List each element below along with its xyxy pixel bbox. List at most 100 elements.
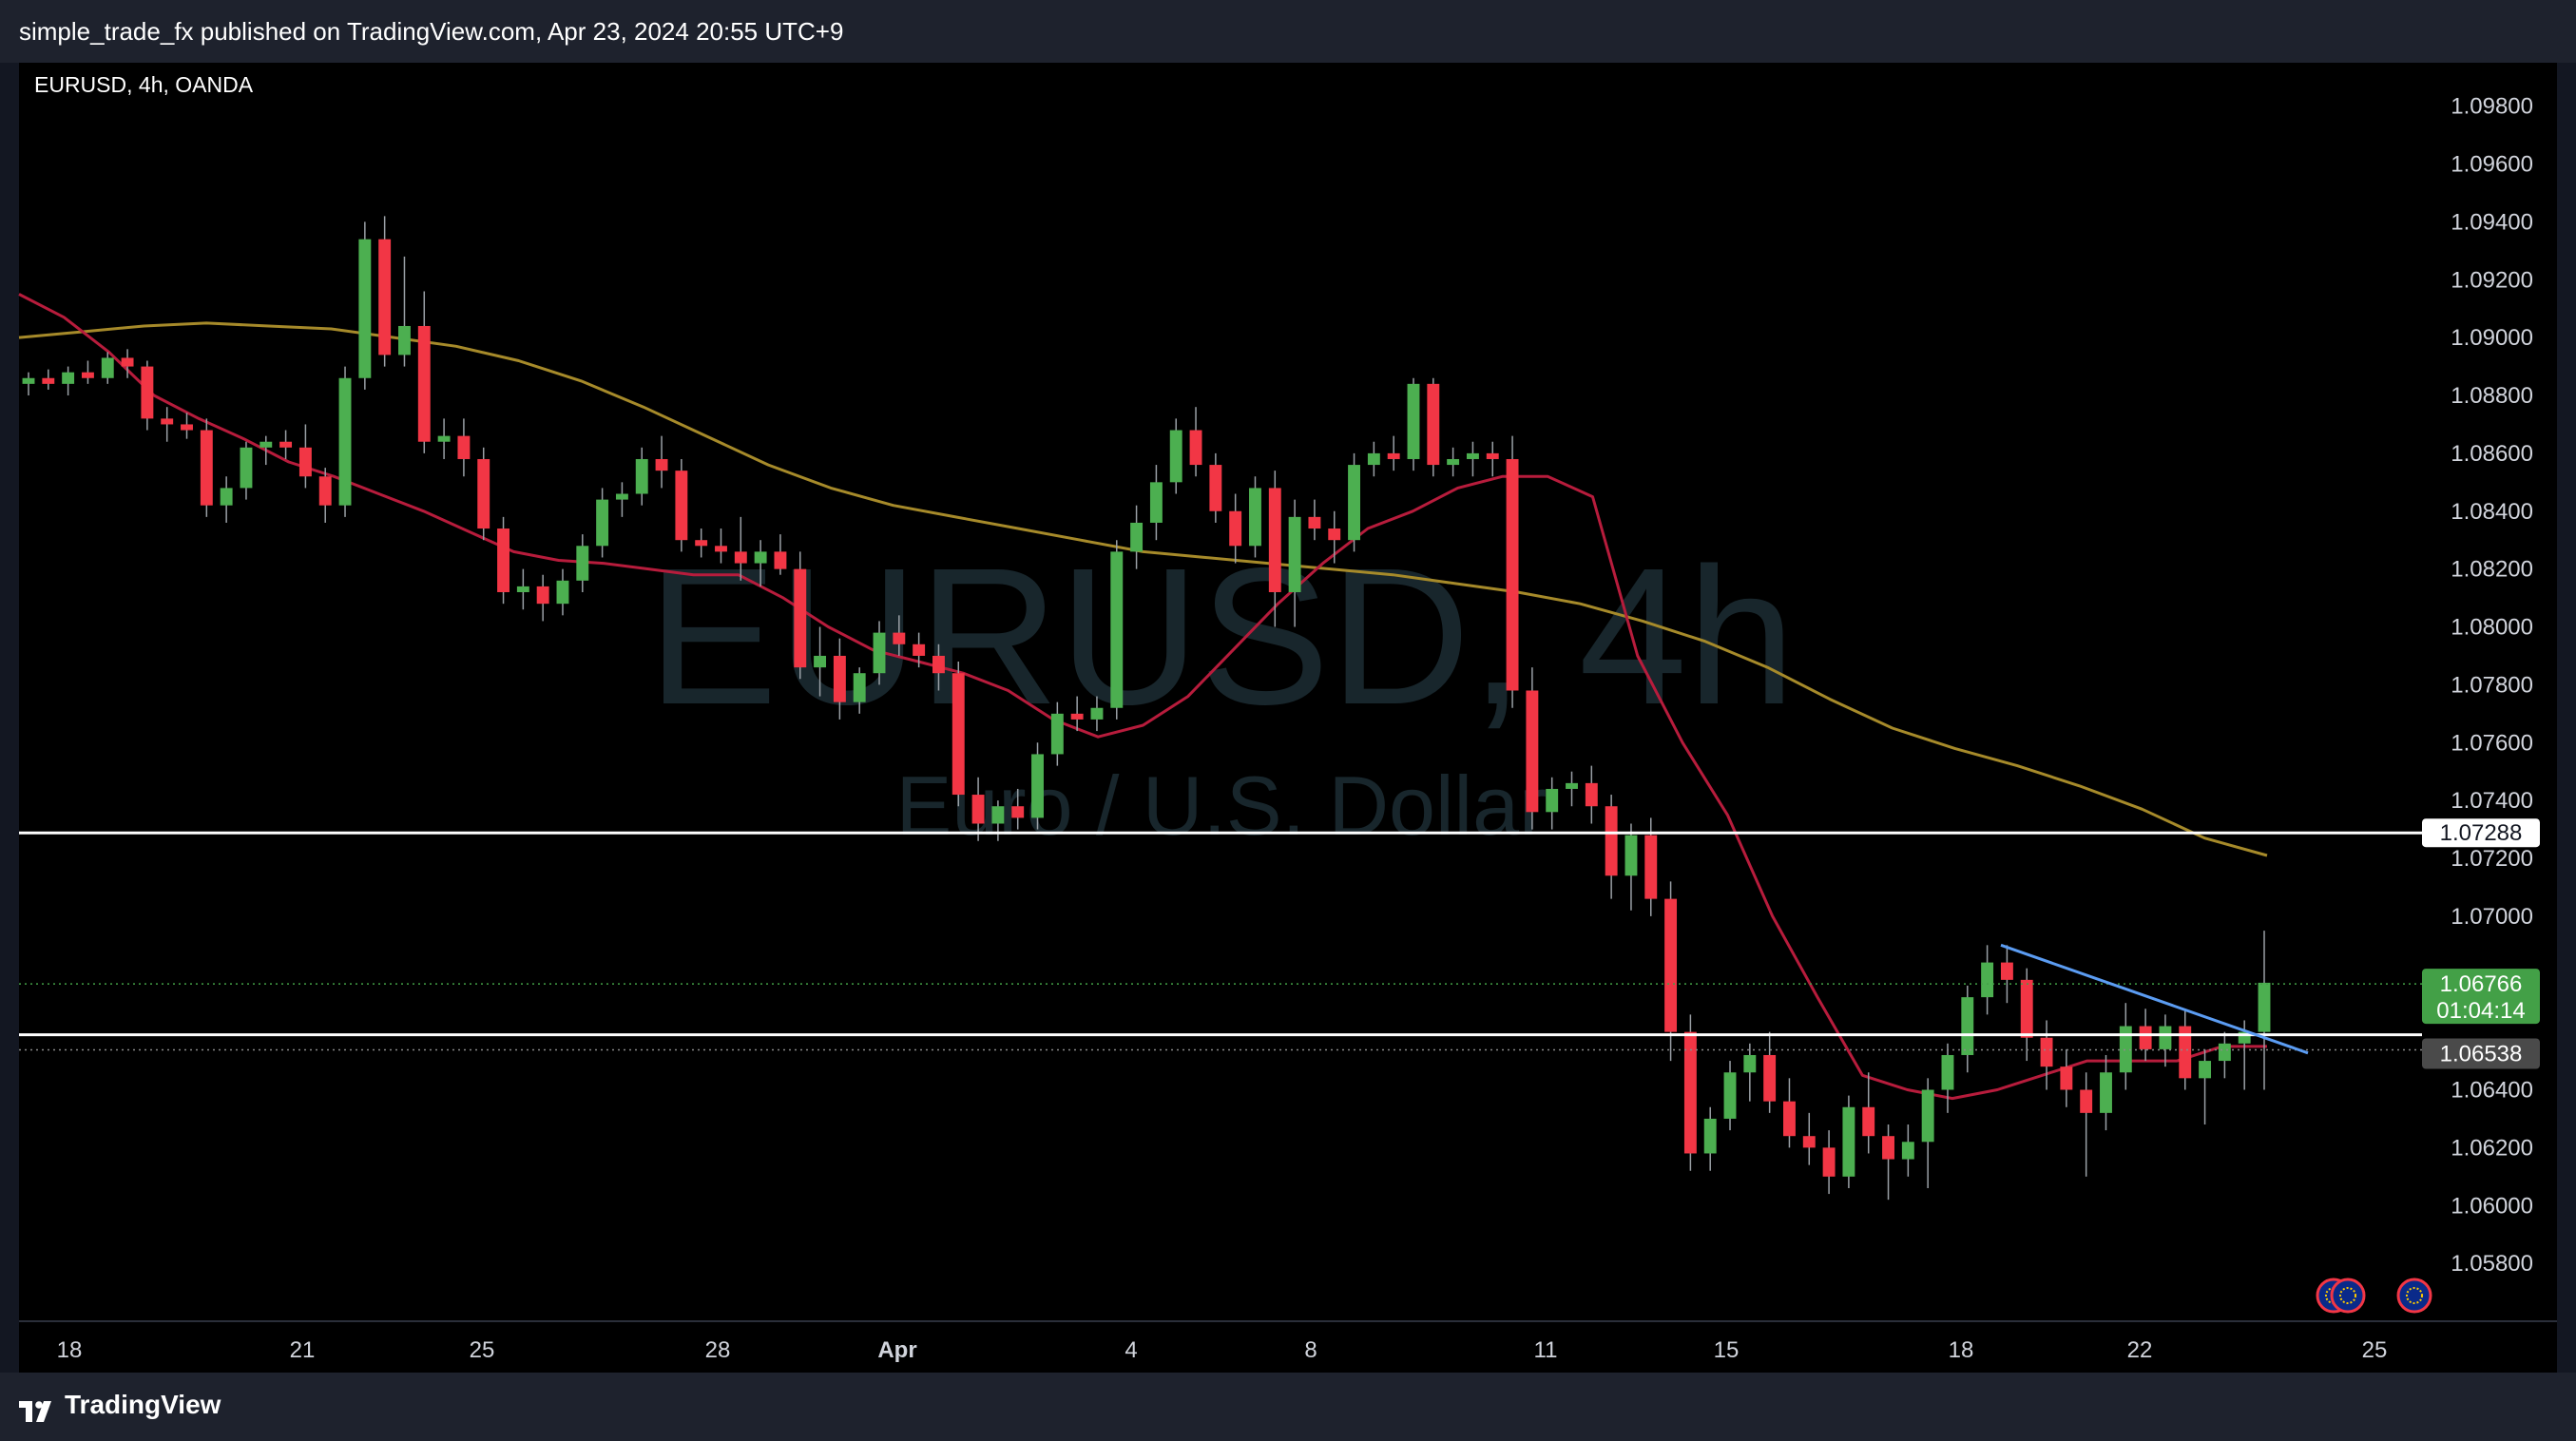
- candle-body: [1328, 528, 1341, 541]
- candle-body: [1447, 458, 1460, 466]
- candle-body: [2258, 982, 2271, 1032]
- candle-body: [893, 632, 906, 644]
- candle-body: [1605, 806, 1618, 876]
- candle-body: [1090, 707, 1104, 720]
- candle-body: [1703, 1118, 1717, 1154]
- price-axis-label: 1.08400: [2451, 499, 2533, 525]
- candle-body: [1683, 1031, 1697, 1154]
- candle-body: [240, 447, 253, 489]
- candle-body: [1506, 458, 1519, 691]
- candle-body: [62, 372, 75, 384]
- price-axis-label: 1.05800: [2451, 1251, 2533, 1277]
- time-axis-label: 25: [470, 1337, 495, 1363]
- current-price-badge-text: 1.06766: [2440, 971, 2523, 997]
- trendline[interactable]: [2000, 943, 2309, 1055]
- candle-body: [1229, 510, 1242, 547]
- candle-body: [22, 377, 35, 384]
- fast-moving-average-line: [18, 293, 2267, 1101]
- candle-body: [437, 435, 451, 442]
- candle-body: [1011, 806, 1025, 818]
- candle-body: [1189, 430, 1202, 466]
- candle-body: [1348, 465, 1361, 541]
- candle-body: [615, 493, 628, 500]
- candle-body: [2040, 1037, 2053, 1067]
- candle-body: [1566, 782, 1578, 789]
- candle-body: [576, 546, 589, 581]
- slow-moving-average-line: [18, 321, 2268, 857]
- candle-body: [1288, 516, 1301, 592]
- candle-body: [814, 655, 827, 668]
- candle-body: [913, 644, 926, 656]
- publish-info: simple_trade_fx published on TradingView…: [19, 17, 844, 46]
- candle-body: [952, 673, 965, 796]
- candle-body: [378, 239, 392, 355]
- price-axis-label: 1.09000: [2451, 325, 2533, 351]
- price-axis-label: 1.08800: [2451, 383, 2533, 409]
- current-price-badge-text: 01:04:14: [2436, 998, 2525, 1024]
- candle-body: [1981, 962, 1994, 998]
- price-axis-label: 1.07000: [2451, 904, 2533, 930]
- candle-body: [596, 499, 609, 547]
- tradingview-logo-icon: [19, 1401, 51, 1422]
- time-axis-label: 15: [1714, 1337, 1740, 1363]
- candle-body: [1862, 1106, 1875, 1137]
- footer-bar: TradingView: [0, 1373, 2576, 1441]
- candle-body: [1921, 1089, 1934, 1143]
- candle-body: [873, 632, 886, 674]
- candle-body: [675, 471, 688, 541]
- candle-body: [338, 377, 352, 506]
- candle-body: [298, 447, 312, 477]
- price-axis-label: 1.07800: [2451, 672, 2533, 698]
- candle-body: [457, 435, 471, 459]
- candle-body: [853, 673, 866, 702]
- candle-body: [181, 424, 193, 431]
- candle-body: [200, 430, 213, 506]
- candle-body: [1743, 1054, 1757, 1073]
- symbol-title: EURUSD, 4h, OANDA: [34, 72, 254, 97]
- price-chart[interactable]: EURUSD, 4h Euro / U.S. Dollar EURUSD, 4h…: [0, 0, 2576, 1373]
- price-axis-label: 1.08200: [2451, 557, 2533, 583]
- economic-event-flag-icon[interactable]: [2330, 1278, 2366, 1314]
- candle-body: [2020, 979, 2033, 1038]
- level-price-badge: 1.07288: [2422, 818, 2540, 848]
- time-axis-label: 8: [1304, 1337, 1317, 1363]
- candle-body: [260, 441, 273, 448]
- candle-body: [1763, 1054, 1777, 1102]
- bid-price-badge: 1.06538: [2422, 1038, 2540, 1069]
- chart-area[interactable]: [19, 63, 2557, 1373]
- candle-body: [1901, 1142, 1914, 1160]
- time-axis-label: 25: [2362, 1337, 2388, 1363]
- candle-body: [1110, 551, 1124, 708]
- candle-body: [2139, 1026, 2152, 1049]
- candle-body: [2000, 962, 2013, 980]
- candle-body: [971, 795, 985, 824]
- candle-body: [1664, 898, 1678, 1032]
- economic-event-flag-icon[interactable]: [2396, 1278, 2432, 1314]
- price-axis-label: 1.07200: [2451, 846, 2533, 872]
- price-axis-label: 1.09400: [2451, 209, 2533, 235]
- candle-body: [1427, 383, 1440, 466]
- time-axis-label: 22: [2127, 1337, 2153, 1363]
- candle-body: [1308, 516, 1321, 529]
- watermark-name: Euro / U.S. Dollar: [896, 759, 1548, 853]
- price-axis-label: 1.08000: [2451, 615, 2533, 641]
- candle-body: [1268, 488, 1281, 592]
- candle-body: [754, 551, 767, 564]
- candle-body: [1050, 713, 1064, 755]
- time-axis-label: 21: [290, 1337, 316, 1363]
- candle-body: [358, 239, 372, 378]
- candle-body: [1031, 754, 1044, 818]
- candle-body: [1070, 713, 1084, 720]
- time-axis-label: 18: [1949, 1337, 1974, 1363]
- candle-body: [398, 325, 411, 355]
- candle-body: [2199, 1061, 2212, 1079]
- candle-body: [2119, 1026, 2132, 1073]
- candle-body: [833, 655, 846, 702]
- candle-body: [1941, 1054, 1954, 1090]
- tradingview-brand: TradingView: [65, 1390, 221, 1419]
- candle-body: [1526, 690, 1539, 813]
- candle-body: [2060, 1066, 2073, 1090]
- candle-body: [1882, 1136, 1894, 1160]
- candle-body: [556, 580, 569, 605]
